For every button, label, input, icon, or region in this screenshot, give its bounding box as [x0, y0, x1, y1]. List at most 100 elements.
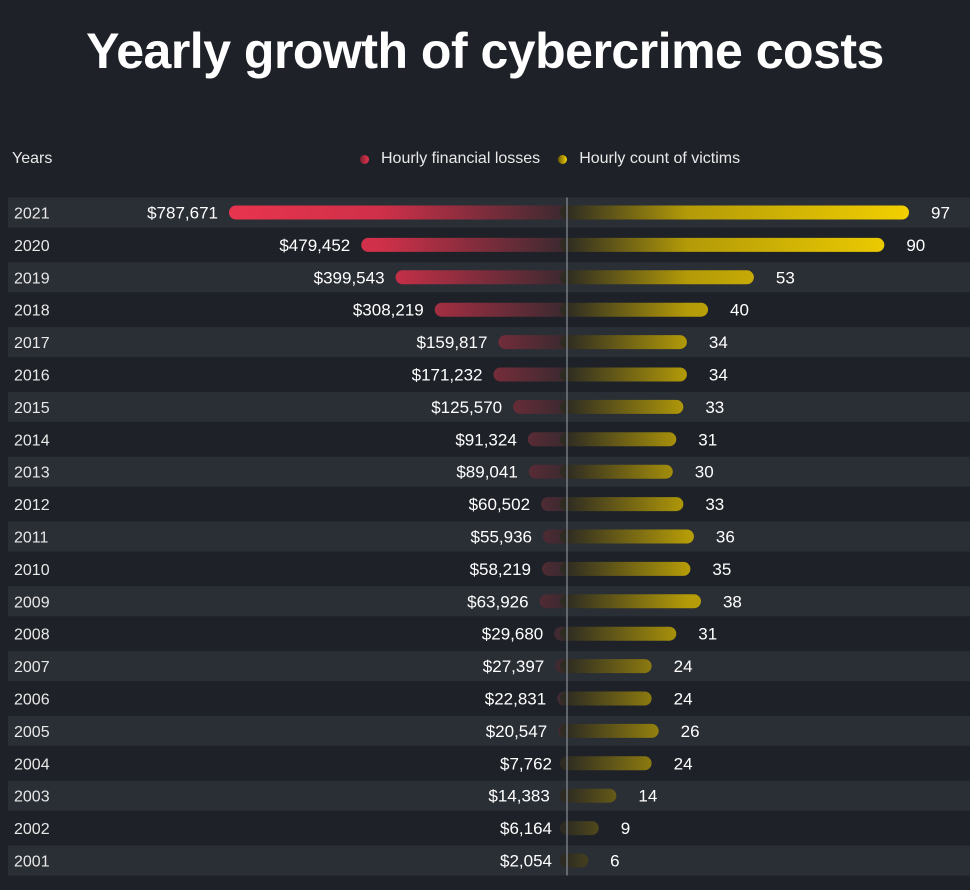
loss-value-label: $63,926: [467, 592, 528, 611]
row-band: [8, 327, 970, 358]
victims-bar: [560, 788, 617, 803]
victims-bar: [560, 335, 687, 350]
victims-value-label: 24: [674, 657, 693, 676]
loss-value-label: $14,383: [488, 787, 549, 806]
year-label: 2020: [14, 238, 50, 255]
victims-bar: [560, 659, 652, 674]
row-band: [8, 521, 970, 552]
victims-value-label: 33: [705, 398, 724, 417]
loss-bar: [434, 302, 574, 317]
year-label: 2002: [14, 821, 50, 838]
loss-value-label: $399,543: [314, 268, 385, 287]
loss-value-label: $787,671: [147, 204, 218, 223]
loss-bar: [513, 399, 574, 414]
year-label: 2015: [14, 400, 50, 417]
victims-bar: [560, 594, 701, 609]
victims-value-label: 38: [723, 592, 742, 611]
victims-value-label: 40: [730, 301, 749, 320]
victims-value-label: 36: [716, 528, 735, 547]
victims-value-label: 26: [681, 722, 700, 741]
victims-value-label: 34: [709, 333, 728, 352]
row-band: [8, 456, 970, 487]
year-label: 2004: [14, 756, 50, 773]
year-label: 2014: [14, 432, 50, 449]
year-label: 2008: [14, 627, 50, 644]
victims-bar: [560, 561, 691, 576]
loss-value-label: $60,502: [469, 495, 530, 514]
legend-item-victims: Hourly count of victims: [558, 150, 740, 168]
legend-item-losses: Hourly financial losses: [360, 150, 540, 168]
victims-bar: [560, 432, 677, 447]
victims-bar: [560, 464, 673, 479]
year-label: 2013: [14, 465, 50, 482]
victims-bar: [560, 626, 677, 641]
victims-bar: [560, 853, 589, 868]
victims-bar: [560, 367, 687, 382]
victims-value-label: 24: [674, 754, 693, 773]
loss-value-label: $22,831: [485, 690, 546, 709]
legend-swatch-losses: [360, 154, 369, 164]
legend-label-losses: Hourly financial losses: [381, 150, 541, 167]
year-label: 2005: [14, 724, 50, 741]
loss-value-label: $159,817: [417, 333, 488, 352]
year-label: 2011: [14, 530, 49, 547]
year-label: 2021: [14, 206, 50, 223]
row-band: [8, 586, 970, 617]
victims-bar: [560, 691, 652, 706]
victims-bar: [560, 529, 694, 544]
victims-bar: [560, 270, 754, 285]
loss-value-label: $58,219: [470, 560, 531, 579]
loss-value-label: $89,041: [456, 463, 517, 482]
loss-bar: [229, 205, 574, 220]
loss-bar: [498, 335, 574, 350]
victims-bar: [560, 237, 885, 252]
year-label: 2010: [14, 562, 50, 579]
chart-title: Yearly growth of cybercrime costs: [86, 23, 884, 79]
loss-value-label: $7,762: [500, 754, 552, 773]
victims-value-label: 35: [712, 560, 731, 579]
year-label: 2012: [14, 497, 50, 514]
loss-value-label: $2,054: [500, 852, 552, 871]
row-band: [8, 651, 970, 682]
victims-value-label: 9: [621, 819, 630, 838]
year-label: 2007: [14, 659, 50, 676]
row-band: [8, 391, 970, 422]
loss-value-label: $55,936: [471, 528, 532, 547]
loss-value-label: $27,397: [483, 657, 544, 676]
loss-value-label: $171,232: [412, 366, 483, 385]
legend-label-victims: Hourly count of victims: [579, 150, 741, 167]
victims-value-label: 24: [674, 690, 693, 709]
victims-value-label: 6: [610, 852, 619, 871]
victims-value-label: 34: [709, 366, 728, 385]
victims-value-label: 30: [695, 463, 714, 482]
victims-bar: [560, 497, 684, 512]
years-column-header: Years: [12, 150, 53, 167]
victims-value-label: 90: [906, 236, 925, 255]
victims-bar: [560, 821, 599, 836]
victims-value-label: 14: [638, 787, 657, 806]
loss-value-label: $479,452: [279, 236, 350, 255]
loss-bar: [395, 270, 574, 285]
legend-swatch-victims: [558, 154, 568, 164]
year-label: 2016: [14, 368, 50, 385]
victims-value-label: 33: [705, 495, 724, 514]
year-label: 2006: [14, 692, 50, 709]
victims-bar: [560, 205, 909, 220]
row-band: [8, 715, 970, 746]
loss-value-label: $91,324: [455, 430, 516, 449]
victims-value-label: 53: [776, 268, 795, 287]
victims-value-label: 31: [698, 625, 717, 644]
row-band: [8, 845, 970, 876]
loss-bar: [361, 237, 574, 252]
row-band: [8, 780, 970, 811]
victims-value-label: 97: [931, 204, 950, 223]
year-label: 2018: [14, 303, 50, 320]
year-label: 2017: [14, 335, 50, 352]
victims-bar: [560, 723, 659, 738]
legend: Hourly financial losses Hourly count of …: [360, 150, 758, 168]
victims-value-label: 31: [698, 430, 717, 449]
loss-value-label: $6,164: [500, 819, 552, 838]
loss-value-label: $308,219: [353, 301, 424, 320]
victims-bar: [560, 399, 684, 414]
